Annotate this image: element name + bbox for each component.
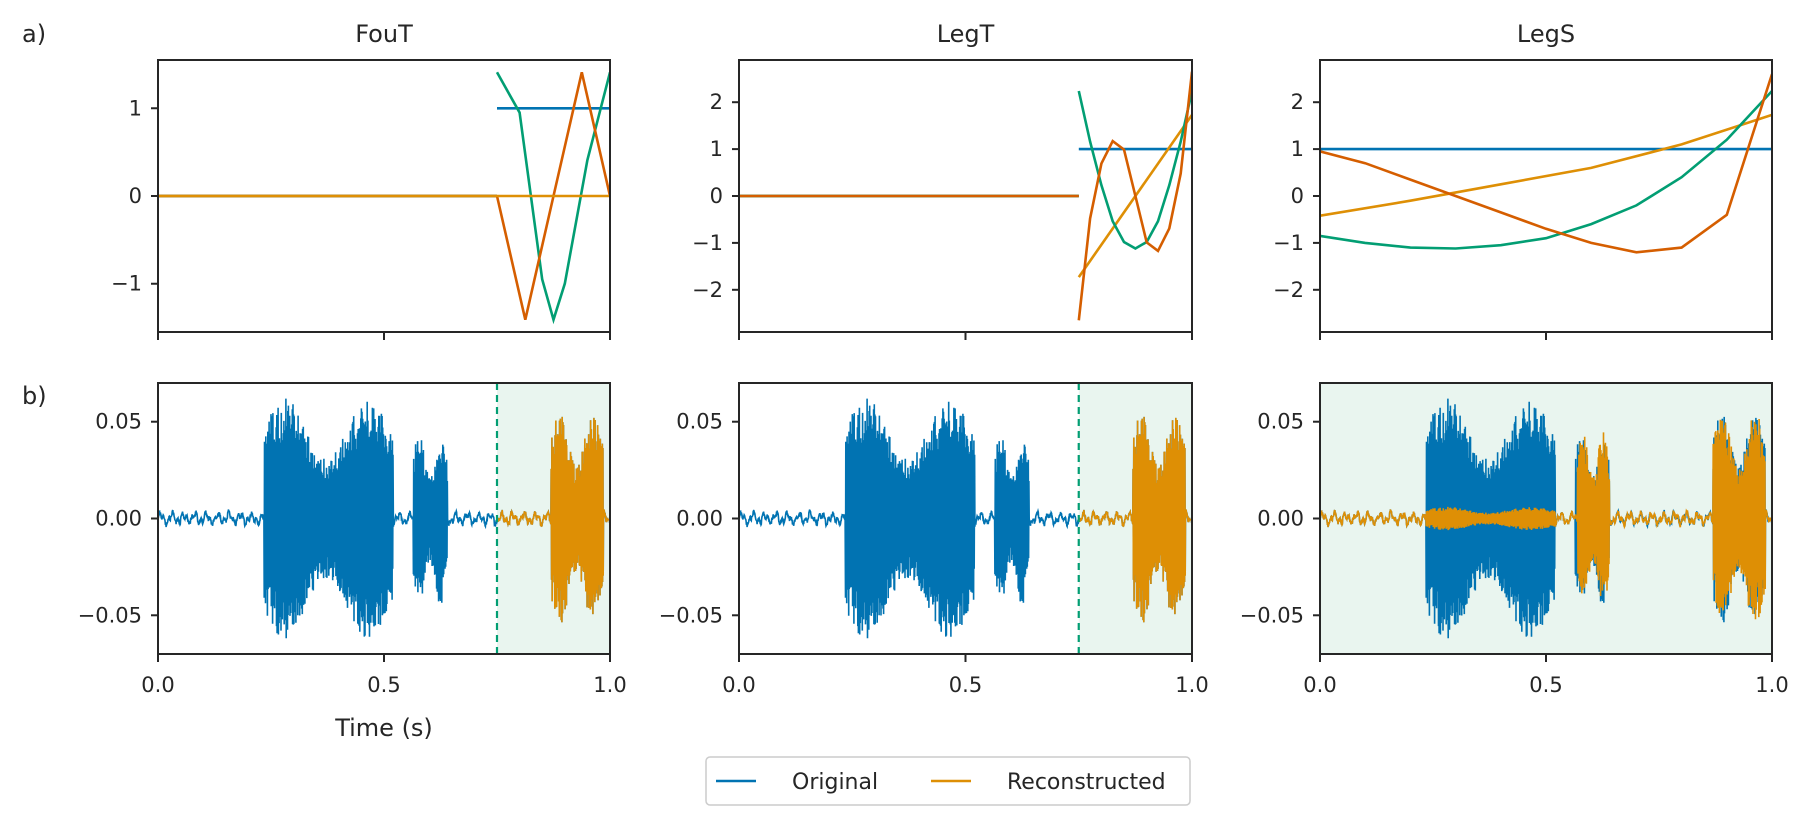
x-tick-label: 0.0: [141, 673, 174, 697]
y-tick-label: −2: [692, 278, 723, 302]
row-label-a: a): [22, 20, 46, 48]
x-tick-label: 1.0: [593, 673, 626, 697]
y-tick-label: 0.00: [1257, 507, 1304, 531]
basis-curve-vermilion-1: [1077, 71, 1192, 321]
x-axis-label: Time (s): [334, 714, 433, 742]
basis-curve-green-1: [495, 71, 610, 325]
y-tick-label: 1: [710, 137, 723, 161]
reconstructed-signal: [496, 416, 610, 623]
legend: Original Reconstructed: [705, 756, 1191, 806]
y-tick-label: −0.05: [78, 603, 142, 627]
panel-1: FouT −1 0 1: [111, 20, 611, 340]
panel-title: LegT: [937, 20, 995, 48]
y-tick-label: 2: [1291, 90, 1304, 114]
y-tick-label: −0.05: [659, 603, 723, 627]
basis-curve-orange-0: [1320, 113, 1772, 217]
y-tick-label: 1: [1291, 137, 1304, 161]
y-tick-label: 0.00: [676, 507, 723, 531]
y-tick-label: 0: [1291, 184, 1304, 208]
axes-frame: [1319, 59, 1773, 333]
y-tick-label: 0.00: [95, 507, 142, 531]
y-tick-label: 0: [129, 184, 142, 208]
row-label-b: b): [22, 382, 47, 410]
x-tick-label: 0.0: [722, 673, 755, 697]
basis-curve-green-1: [1077, 90, 1192, 250]
basis-curve-green-0: [1320, 90, 1772, 250]
x-tick-label: 1.0: [1755, 673, 1788, 697]
panel-title: LegS: [1517, 20, 1575, 48]
legend-label: Reconstructed: [1007, 770, 1166, 795]
panel-title: FouT: [355, 20, 413, 48]
y-tick-label: −0.05: [1240, 603, 1304, 627]
reconstructed-signal: [1078, 416, 1192, 623]
x-tick-label: 0.5: [949, 673, 982, 697]
panel-4: −0.05 0.00 0.05 0.0 0.5 1.0 Time (s): [78, 382, 627, 742]
y-tick-label: 0.05: [95, 410, 142, 434]
y-tick-label: −2: [1273, 278, 1304, 302]
x-tick-label: 1.0: [1175, 673, 1208, 697]
legend-label: Original: [792, 770, 878, 795]
reconstructed-signal: [1320, 418, 1772, 620]
y-tick-label: −1: [692, 231, 723, 255]
panel-6: −0.05 0.00 0.05 0.0 0.5 1.0: [1240, 382, 1789, 697]
y-tick-label: −1: [111, 272, 142, 296]
panel-3: LegS −2 −1 0 1 2: [1273, 20, 1773, 340]
x-tick-label: 0.5: [1529, 673, 1562, 697]
x-tick-label: 0.5: [367, 673, 400, 697]
panel-5: −0.05 0.00 0.05 0.0 0.5 1.0: [659, 382, 1209, 697]
basis-curve-vermilion-0: [1320, 73, 1772, 254]
y-tick-label: 0.05: [1257, 410, 1304, 434]
y-tick-label: 0.05: [676, 410, 723, 434]
y-tick-label: −1: [1273, 231, 1304, 255]
y-tick-label: 2: [710, 90, 723, 114]
y-tick-label: 0: [710, 184, 723, 208]
panel-2: LegT −2 −1 0 1 2: [692, 20, 1193, 340]
x-tick-label: 0.0: [1303, 673, 1336, 697]
y-tick-label: 1: [129, 96, 142, 120]
